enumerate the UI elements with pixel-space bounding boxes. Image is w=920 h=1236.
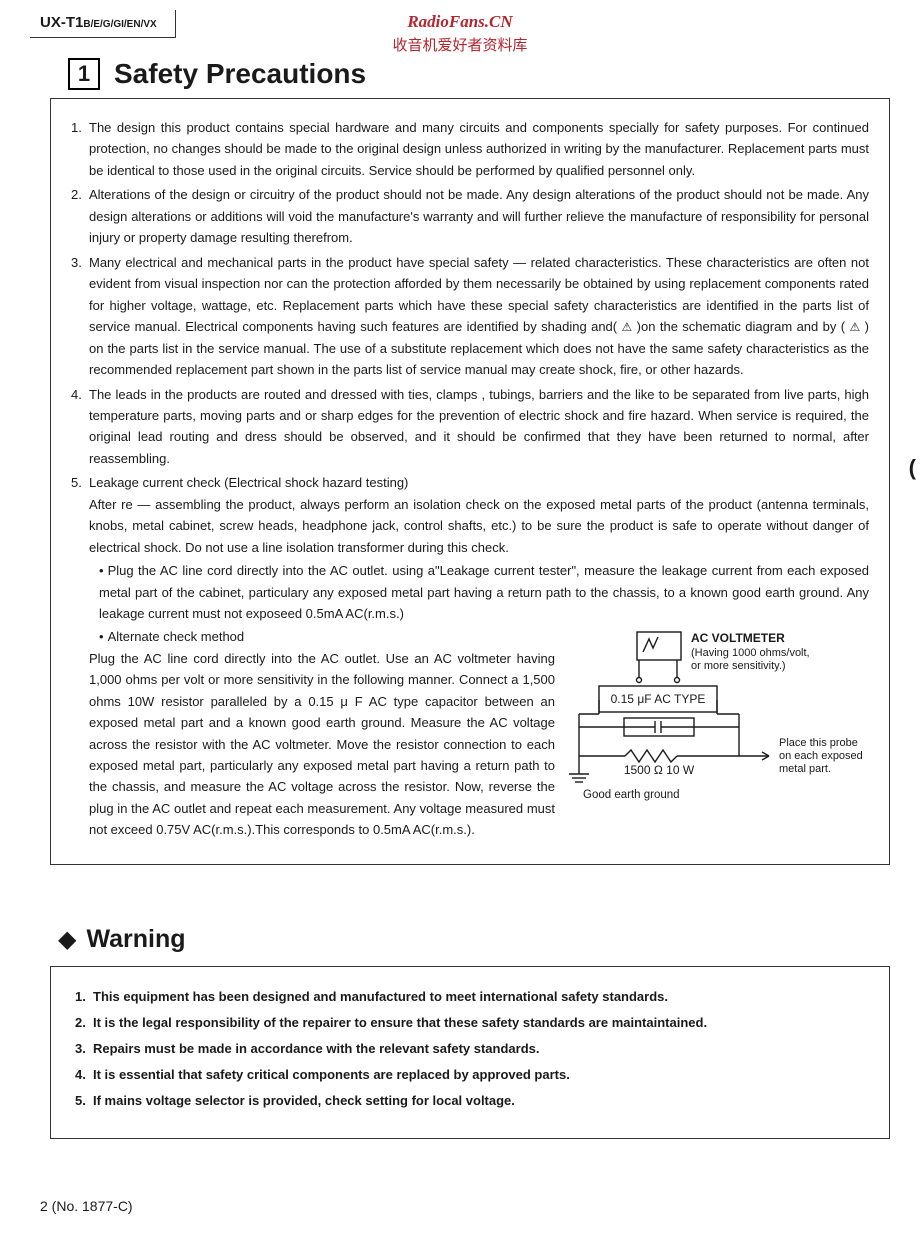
diag-voltmeter-l2: (Having 1000 ohms/volt, [691, 647, 810, 659]
diag-res-label: 1500 Ω 10 W [624, 763, 695, 777]
warning-title: Warning [86, 925, 185, 954]
model-suffix: B/E/G/GI/EN/VX [83, 19, 156, 30]
item-number: 4. [75, 1065, 86, 1085]
item-text: The leads in the products are routed and… [89, 387, 869, 466]
warning-header: ◆ Warning [58, 925, 890, 954]
watermark-line2: 收音机爱好者资料库 [392, 34, 527, 55]
leakage-test-diagram: AC VOLTMETER (Having 1000 ohms/volt, or … [569, 628, 869, 803]
item-number: 5. [71, 472, 82, 493]
item-text: If mains voltage selector is provided, c… [93, 1093, 515, 1108]
item-intro: Leakage current check (Electrical shock … [89, 475, 408, 490]
safety-item-3: 3. Many electrical and mechanical parts … [71, 252, 869, 381]
item-number: 3. [75, 1039, 86, 1059]
section-number: 1 [78, 61, 90, 87]
diag-probe-l2: on each exposed [779, 750, 863, 762]
safety-list: 1. The design this product contains spec… [71, 117, 869, 841]
item-text: Alterations of the design or circuitry o… [89, 187, 869, 245]
item-text: It is essential that safety critical com… [93, 1067, 570, 1082]
diag-voltmeter-l3: or more sensitivity.) [691, 660, 786, 672]
model-prefix: UX-T1 [40, 14, 83, 31]
item-body: After re — assembling the product, alway… [89, 494, 869, 558]
item-text-b: )on the schematic diagram and by ( [632, 319, 849, 334]
safety-precautions-box: 1. The design this product contains spec… [50, 98, 890, 865]
diag-probe-l1: Place this probe [779, 737, 858, 749]
watermark: RadioFans.CN 收音机爱好者资料库 [392, 12, 527, 55]
item-number: 4. [71, 384, 82, 405]
safety-item-4: 4. The leads in the products are routed … [71, 384, 869, 470]
item-text: Repairs must be made in accordance with … [93, 1041, 540, 1056]
page-footer: 2 (No. 1877-C) [40, 1198, 133, 1214]
safety-item-1: 1. The design this product contains spec… [71, 117, 869, 181]
diamond-icon: ◆ [58, 925, 76, 954]
model-number-box: UX-T1B/E/G/GI/EN/VX [30, 10, 176, 38]
stray-paren-mark: ( [909, 455, 916, 481]
diag-cap-label: 0.15 μF AC TYPE [611, 692, 706, 706]
caution-triangle-icon: ⚠ [622, 318, 633, 338]
item-number: 2. [75, 1013, 86, 1033]
warning-item-5: 5. If mains voltage selector is provided,… [75, 1091, 865, 1111]
bullet-icon: • [99, 629, 104, 644]
safety-item-5: 5. Leakage current check (Electrical sho… [71, 472, 869, 840]
warning-item-4: 4. It is essential that safety critical c… [75, 1065, 865, 1085]
item-text: The design this product contains special… [89, 120, 869, 178]
bullet-text: Plug the AC line cord directly into the … [99, 563, 869, 621]
watermark-line1: RadioFans.CN [392, 12, 527, 32]
item-number: 3. [71, 252, 82, 273]
item-number: 1. [75, 987, 86, 1007]
warning-item-3: 3. Repairs must be made in accordance wit… [75, 1039, 865, 1059]
safety-item-2: 2. Alterations of the design or circuitr… [71, 184, 869, 248]
item-number: 1. [71, 117, 82, 138]
caution-triangle-icon: ⚠ [850, 318, 861, 338]
circuit-diagram-svg: AC VOLTMETER (Having 1000 ohms/volt, or … [569, 628, 869, 803]
warning-box: 1. This equipment has been designed and m… [50, 966, 890, 1139]
item-number: 5. [75, 1091, 86, 1111]
warning-list: 1. This equipment has been designed and m… [75, 987, 865, 1112]
section-title: Safety Precautions [114, 58, 366, 90]
item-number: 2. [71, 184, 82, 205]
bullet-icon: • [99, 563, 104, 578]
section-1-header: 1 Safety Precautions [68, 58, 890, 90]
sub-bullet-1: •Plug the AC line cord directly into the… [89, 560, 869, 624]
warning-item-1: 1. This equipment has been designed and m… [75, 987, 865, 1007]
item-text: This equipment has been designed and man… [93, 989, 668, 1004]
diag-ground-label: Good earth ground [583, 789, 680, 801]
warning-item-2: 2. It is the legal responsibility of the … [75, 1013, 865, 1033]
diag-voltmeter-l1: AC VOLTMETER [691, 631, 785, 645]
bullet-label: Alternate check method [108, 629, 245, 644]
section-number-box: 1 [68, 58, 100, 90]
item-text: It is the legal responsibility of the re… [93, 1015, 707, 1030]
diag-probe-l3: metal part. [779, 763, 831, 775]
